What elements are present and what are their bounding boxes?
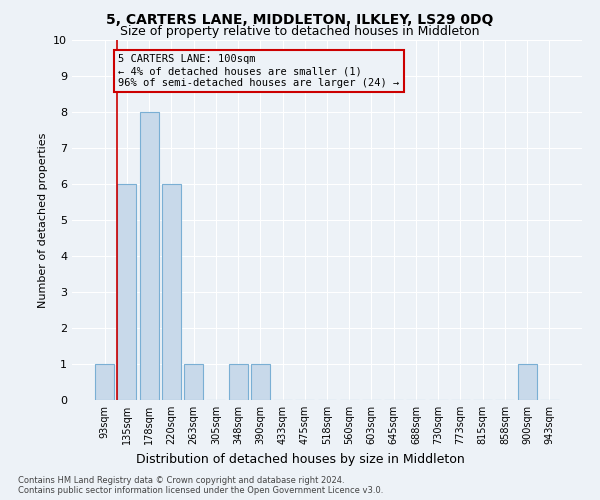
Text: Size of property relative to detached houses in Middleton: Size of property relative to detached ho… [120, 25, 480, 38]
Text: Contains HM Land Registry data © Crown copyright and database right 2024.
Contai: Contains HM Land Registry data © Crown c… [18, 476, 383, 495]
Bar [162, 184, 181, 400]
Text: Distribution of detached houses by size in Middleton: Distribution of detached houses by size … [136, 452, 464, 466]
Bar [518, 364, 536, 400]
Bar [251, 364, 270, 400]
Bar [118, 184, 136, 400]
Bar [140, 112, 158, 400]
Text: 5 CARTERS LANE: 100sqm
← 4% of detached houses are smaller (1)
96% of semi-detac: 5 CARTERS LANE: 100sqm ← 4% of detached … [118, 54, 400, 88]
Bar [95, 364, 114, 400]
Bar [229, 364, 248, 400]
Y-axis label: Number of detached properties: Number of detached properties [38, 132, 47, 308]
Bar [184, 364, 203, 400]
Text: 5, CARTERS LANE, MIDDLETON, ILKLEY, LS29 0DQ: 5, CARTERS LANE, MIDDLETON, ILKLEY, LS29… [106, 12, 494, 26]
